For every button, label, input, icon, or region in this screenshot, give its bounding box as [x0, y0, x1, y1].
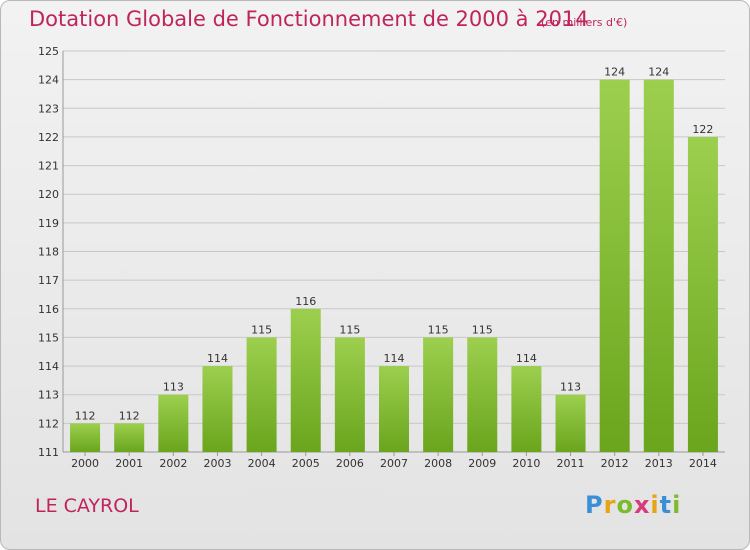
commune-name: LE CAYROL: [35, 495, 139, 517]
bar-value-label: 115: [472, 323, 493, 336]
x-tick-label: 2003: [203, 457, 231, 470]
bar-2002: [158, 394, 189, 452]
y-tick-label: 112: [38, 417, 59, 430]
bar-value-label: 115: [339, 323, 360, 336]
x-tick-label: 2011: [557, 457, 585, 470]
bar-value-label: 124: [604, 66, 625, 79]
bar-2009: [467, 337, 498, 452]
x-tick-label: 2000: [71, 457, 99, 470]
bar-2007: [378, 366, 410, 452]
y-tick-label: 124: [38, 74, 59, 87]
bar-value-label: 116: [295, 295, 316, 308]
y-tick-label: 116: [38, 303, 59, 316]
logo-letter: o: [616, 491, 634, 519]
bar-2011: [555, 394, 586, 452]
logo-letter: t: [659, 491, 673, 519]
chart-title: Dotation Globale de Fonctionnement de 20…: [29, 7, 589, 31]
x-tick-label: 2010: [512, 457, 540, 470]
logo-letter: x: [633, 491, 651, 519]
x-tick-label: 2014: [689, 457, 717, 470]
bar-2008: [423, 337, 454, 452]
x-tick-label: 2001: [115, 457, 143, 470]
y-tick-label: 115: [38, 331, 59, 344]
logo-letter: i: [650, 491, 660, 519]
bar-2000: [70, 423, 101, 452]
logo-letter: P: [585, 491, 604, 519]
logo-letter: r: [603, 491, 617, 519]
y-tick-label: 118: [38, 246, 59, 259]
bar-value-label: 113: [560, 381, 581, 394]
bar-2010: [511, 366, 542, 452]
x-tick-label: 2009: [468, 457, 496, 470]
y-tick-label: 122: [38, 131, 59, 144]
y-tick-label: 119: [38, 217, 59, 230]
x-tick-label: 2012: [601, 457, 629, 470]
logo-letter: i: [672, 491, 682, 519]
bar-value-label: 114: [516, 352, 537, 365]
bar-2004: [246, 337, 277, 452]
x-tick-label: 2005: [292, 457, 320, 470]
y-tick-label: 125: [38, 45, 59, 58]
bar-value-label: 113: [163, 381, 184, 394]
bar-2001: [114, 423, 145, 452]
y-tick-label: 111: [38, 446, 59, 459]
x-tick-label: 2008: [424, 457, 452, 470]
bar-value-label: 114: [207, 352, 228, 365]
y-tick-label: 113: [38, 389, 59, 402]
bar-2005: [290, 308, 321, 452]
bar-2006: [334, 337, 365, 452]
bar-value-label: 114: [384, 352, 405, 365]
x-tick-label: 2006: [336, 457, 364, 470]
bar-value-label: 112: [119, 409, 140, 422]
bar-value-label: 115: [428, 323, 449, 336]
bar-value-label: 124: [648, 66, 669, 79]
y-tick-label: 117: [38, 274, 59, 287]
y-tick-label: 120: [38, 188, 59, 201]
bar-2014: [687, 136, 718, 452]
x-tick-label: 2004: [248, 457, 276, 470]
y-tick-label: 121: [38, 160, 59, 173]
x-tick-label: 2002: [159, 457, 187, 470]
bar-2013: [643, 79, 674, 453]
proxiti-logo[interactable]: Proxiti: [585, 491, 681, 519]
bar-value-label: 112: [75, 409, 96, 422]
chart-unit: (en milliers d'€): [541, 16, 628, 29]
bar-2012: [599, 79, 630, 453]
bar-value-label: 115: [251, 323, 272, 336]
x-tick-label: 2007: [380, 457, 408, 470]
bar-value-label: 122: [692, 123, 713, 136]
y-tick-label: 114: [38, 360, 59, 373]
y-tick-label: 123: [38, 102, 59, 115]
x-tick-label: 2013: [645, 457, 673, 470]
bar-2003: [202, 366, 233, 452]
